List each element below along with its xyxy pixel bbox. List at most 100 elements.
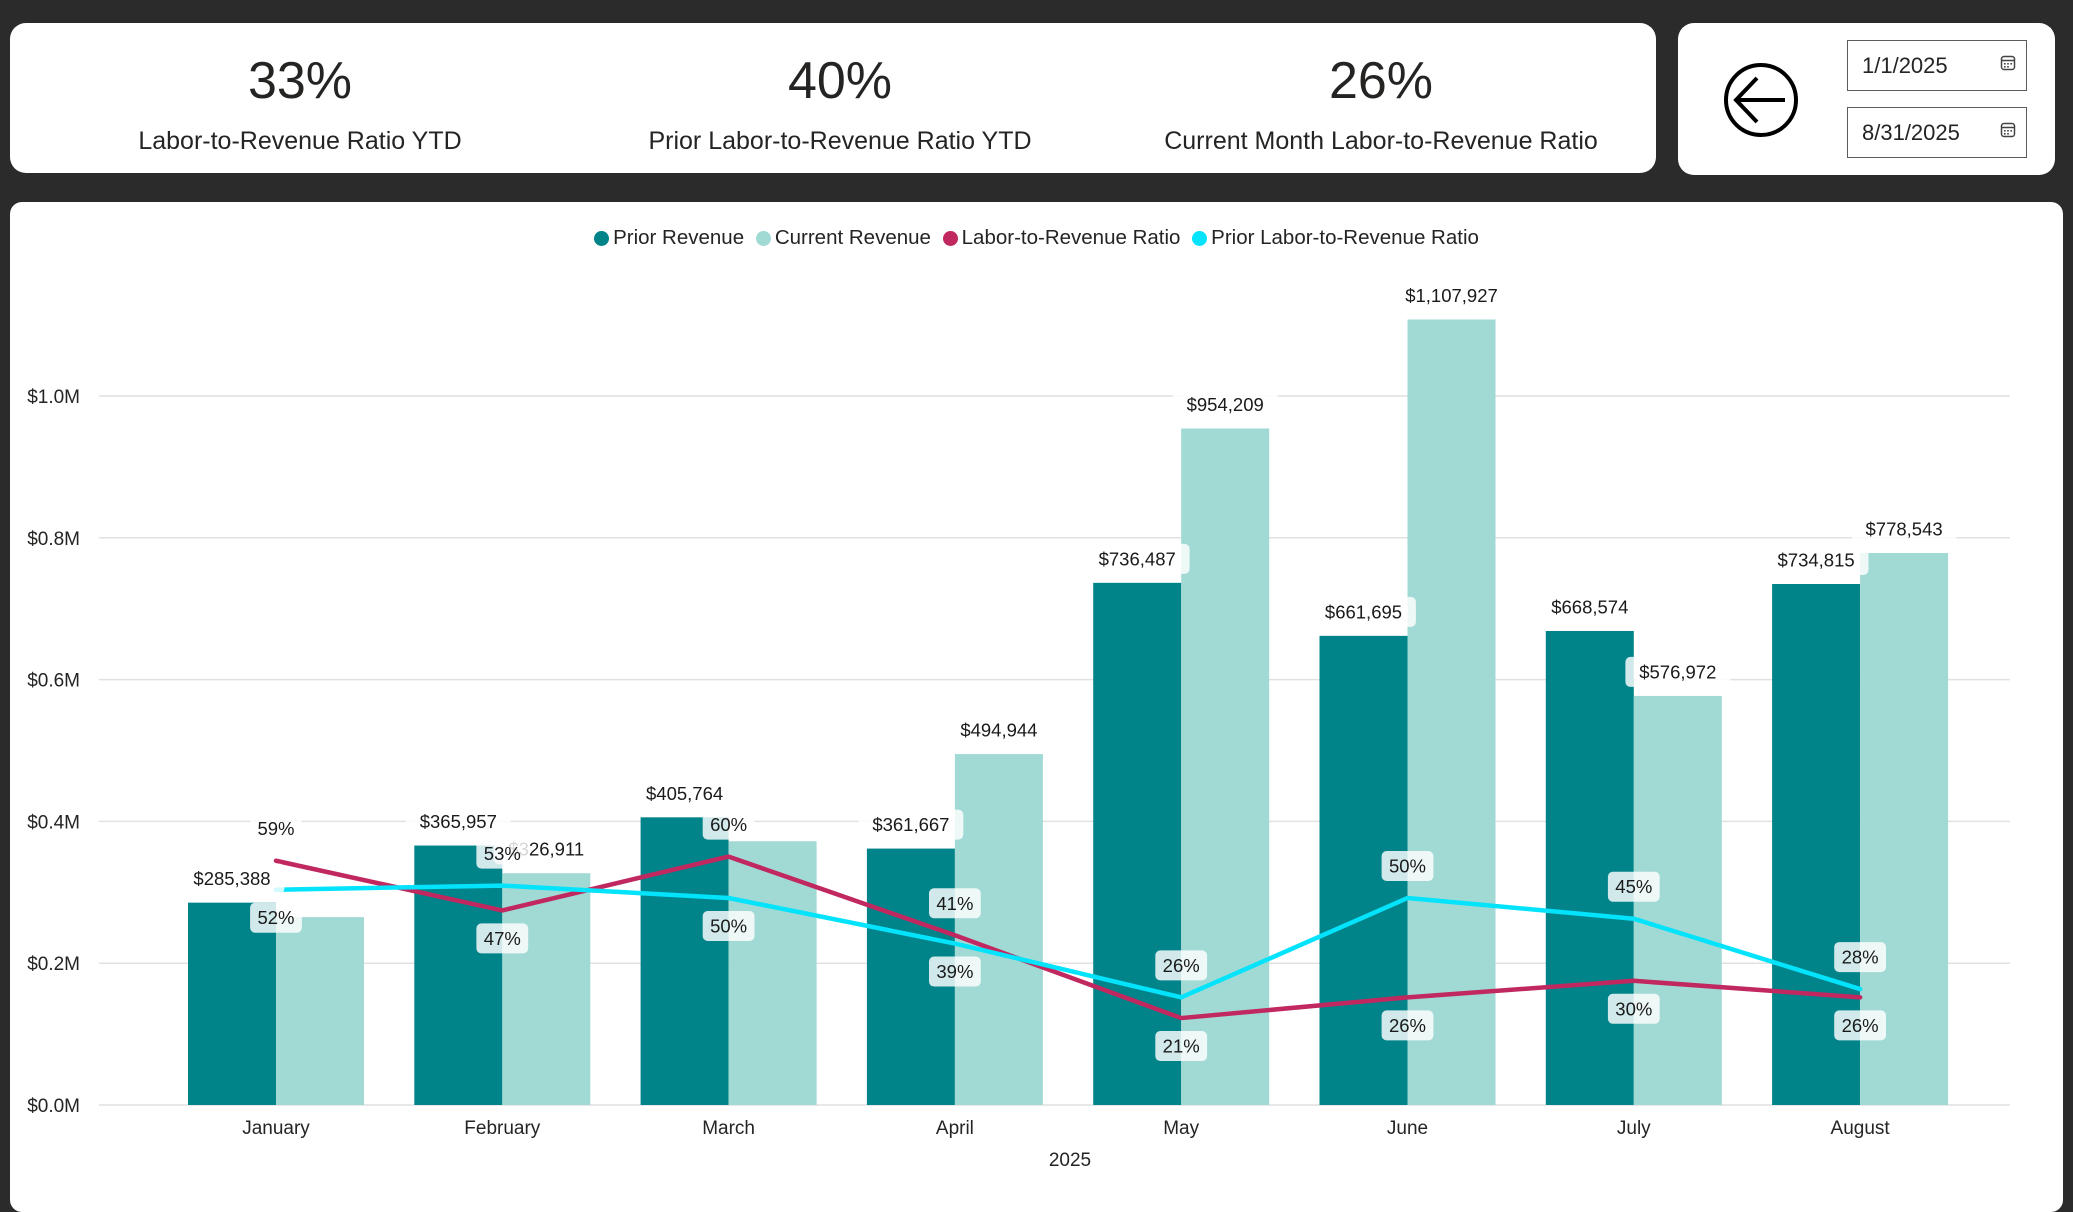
bar-label-current-revenue-bg (1388, 280, 1515, 311)
line-labor-ratio[interactable] (273, 854, 1863, 1021)
line-label-labor-ratio: 26% (1842, 1015, 1879, 1036)
line-label-labor-ratio: 59% (257, 818, 294, 839)
line-label-prior-labor-ratio-bg (1607, 871, 1660, 902)
calendar-icon[interactable] (2000, 122, 2016, 138)
bar-label-current-revenue-bg (946, 715, 1052, 746)
bar-prior-revenue[interactable] (188, 902, 276, 1105)
chart-card: Prior Revenue Current Revenue Labor-to-R… (10, 202, 2063, 1212)
y-axis-tick-label: $0.2M (27, 954, 80, 975)
x-axis-tick-label: January (242, 1118, 310, 1139)
back-button[interactable] (1723, 62, 1799, 138)
bar-current-revenue[interactable] (502, 873, 591, 1105)
bar-label-prior-revenue: $285,388 (193, 868, 270, 889)
line-label-prior-labor-ratio: 39% (936, 961, 973, 982)
bar-label-current-revenue-bg (1172, 389, 1278, 420)
end-date-input[interactable]: 8/31/2025 (1847, 107, 2027, 158)
line-label-labor-ratio-bg (250, 813, 302, 844)
bar-label-current-revenue: $954,209 (1187, 394, 1264, 415)
line-label-prior-labor-ratio: 26% (1163, 955, 1200, 976)
x-axis-tick-label: March (702, 1118, 755, 1139)
line-label-prior-labor-ratio-bg (1834, 942, 1886, 973)
legend-item-prior-revenue[interactable]: Prior Revenue (594, 226, 744, 250)
x-axis-tick-label: August (1831, 1118, 1891, 1139)
line-prior-labor-ratio[interactable] (273, 883, 1863, 1000)
line-label-labor-ratio: 41% (936, 893, 973, 914)
bar-label-current-revenue: $778,543 (1866, 519, 1943, 540)
y-axis-tick-label: $0.4M (27, 812, 80, 833)
line-label-prior-labor-ratio-bg (702, 911, 755, 941)
kpi-labor-ratio-ytd: 33% Labor-to-Revenue Ratio YTD (30, 23, 570, 173)
line-label-prior-labor-ratio: 28% (1842, 947, 1879, 968)
x-axis-tick-label: April (936, 1118, 974, 1139)
line-label-prior-labor-ratio: 45% (1615, 876, 1652, 897)
bar-label-prior-revenue: $734,815 (1778, 550, 1855, 571)
legend-item-prior-labor-ratio[interactable]: Prior Labor-to-Revenue Ratio (1192, 226, 1479, 250)
legend-dot-icon (594, 230, 610, 246)
line-label-labor-ratio: 30% (1615, 998, 1652, 1019)
line-label-labor-ratio-bg (1607, 993, 1660, 1024)
bar-label-prior-revenue-bg (1084, 543, 1190, 574)
line-label-prior-labor-ratio-bg (476, 838, 529, 869)
line-label-labor-ratio: 21% (1163, 1036, 1200, 1057)
x-axis-tick-label: July (1617, 1118, 1651, 1139)
kpi-label: Prior Labor-to-Revenue Ratio YTD (648, 127, 1032, 155)
bar-label-current-revenue-bg (1851, 514, 1957, 545)
bar-label-prior-revenue-bg (632, 778, 737, 809)
line-label-prior-labor-ratio-bg (929, 956, 981, 987)
line-label-labor-ratio: 26% (1389, 1015, 1426, 1036)
bar-current-revenue[interactable] (954, 754, 1043, 1105)
kpi-current-month-labor-ratio: 26% Current Month Labor-to-Revenue Ratio (1111, 23, 1651, 173)
line-label-prior-labor-ratio: 50% (1389, 856, 1426, 877)
end-date-value: 8/31/2025 (1862, 120, 1960, 145)
legend-label: Labor-to-Revenue Ratio (961, 226, 1181, 249)
bar-label-prior-revenue: $661,695 (1325, 601, 1402, 622)
line-label-prior-labor-ratio-bg (1155, 950, 1208, 981)
bar-current-revenue[interactable] (728, 841, 817, 1105)
bar-label-prior-revenue: $361,667 (872, 814, 949, 835)
legend-label: Prior Labor-to-Revenue Ratio (1211, 226, 1479, 249)
line-label-labor-ratio-bg (476, 923, 529, 954)
bar-current-revenue[interactable] (1407, 319, 1496, 1106)
kpi-value: 33% (247, 52, 353, 110)
line-label-labor-ratio-bg (1155, 1031, 1208, 1062)
x-axis-tick-label: June (1387, 1118, 1428, 1139)
legend-label: Current Revenue (774, 226, 931, 249)
start-date-input[interactable]: 1/1/2025 (1847, 40, 2027, 91)
calendar-icon[interactable] (2000, 55, 2016, 71)
date-filter-card: 1/1/2025 8/31/2025 (1678, 23, 2055, 175)
line-label-labor-ratio: 47% (484, 928, 521, 949)
arrow-left-circle-icon (1724, 63, 1798, 137)
bar-prior-revenue[interactable] (1093, 582, 1182, 1105)
bar-label-prior-revenue-bg (1311, 596, 1416, 627)
kpi-value: 26% (1328, 52, 1434, 110)
bar-label-current-revenue-bg (1625, 656, 1731, 687)
bar-label-prior-revenue-bg (405, 806, 511, 837)
line-label-prior-labor-ratio-bg (250, 902, 302, 933)
combo-chart: $0.0M $0.2M $0.4M $0.6M $0.8M $1.0M January Feb… (27, 280, 2010, 1171)
bar-prior-revenue[interactable] (1545, 630, 1634, 1105)
kpi-label: Labor-to-Revenue Ratio YTD (138, 127, 462, 155)
bar-label-prior-revenue-bg (1763, 545, 1869, 576)
start-date-value: 1/1/2025 (1862, 53, 1948, 78)
legend-label: Prior Revenue (613, 226, 745, 249)
line-label-prior-labor-ratio-bg (1381, 851, 1434, 881)
bar-label-prior-revenue: $736,487 (1099, 548, 1176, 569)
x-axis-tick-label: May (1163, 1118, 1199, 1139)
legend-item-labor-ratio[interactable]: Labor-to-Revenue Ratio (942, 226, 1181, 250)
kpi-label: Current Month Labor-to-Revenue Ratio (1164, 127, 1598, 155)
line-label-labor-ratio: 60% (710, 814, 747, 835)
bar-current-revenue[interactable] (276, 917, 364, 1105)
bar-label-prior-revenue: $365,957 (420, 811, 497, 832)
bar-label-current-revenue: $494,944 (960, 720, 1037, 741)
bar-label-prior-revenue-bg (1537, 591, 1643, 622)
bar-current-revenue[interactable] (1181, 428, 1270, 1105)
legend-item-current-revenue[interactable]: Current Revenue (755, 226, 931, 250)
kpi-value: 40% (787, 52, 893, 110)
y-axis-tick-label: $0.6M (27, 671, 80, 692)
line-label-labor-ratio-bg (1834, 1010, 1886, 1041)
line-label-prior-labor-ratio: 50% (710, 916, 747, 937)
y-axis-tick-label: $1.0M (27, 387, 80, 408)
line-label-labor-ratio-bg (1381, 1010, 1434, 1041)
bar-label-prior-revenue: $668,574 (1551, 596, 1628, 617)
y-axis-tick-label: $0.8M (27, 529, 80, 550)
